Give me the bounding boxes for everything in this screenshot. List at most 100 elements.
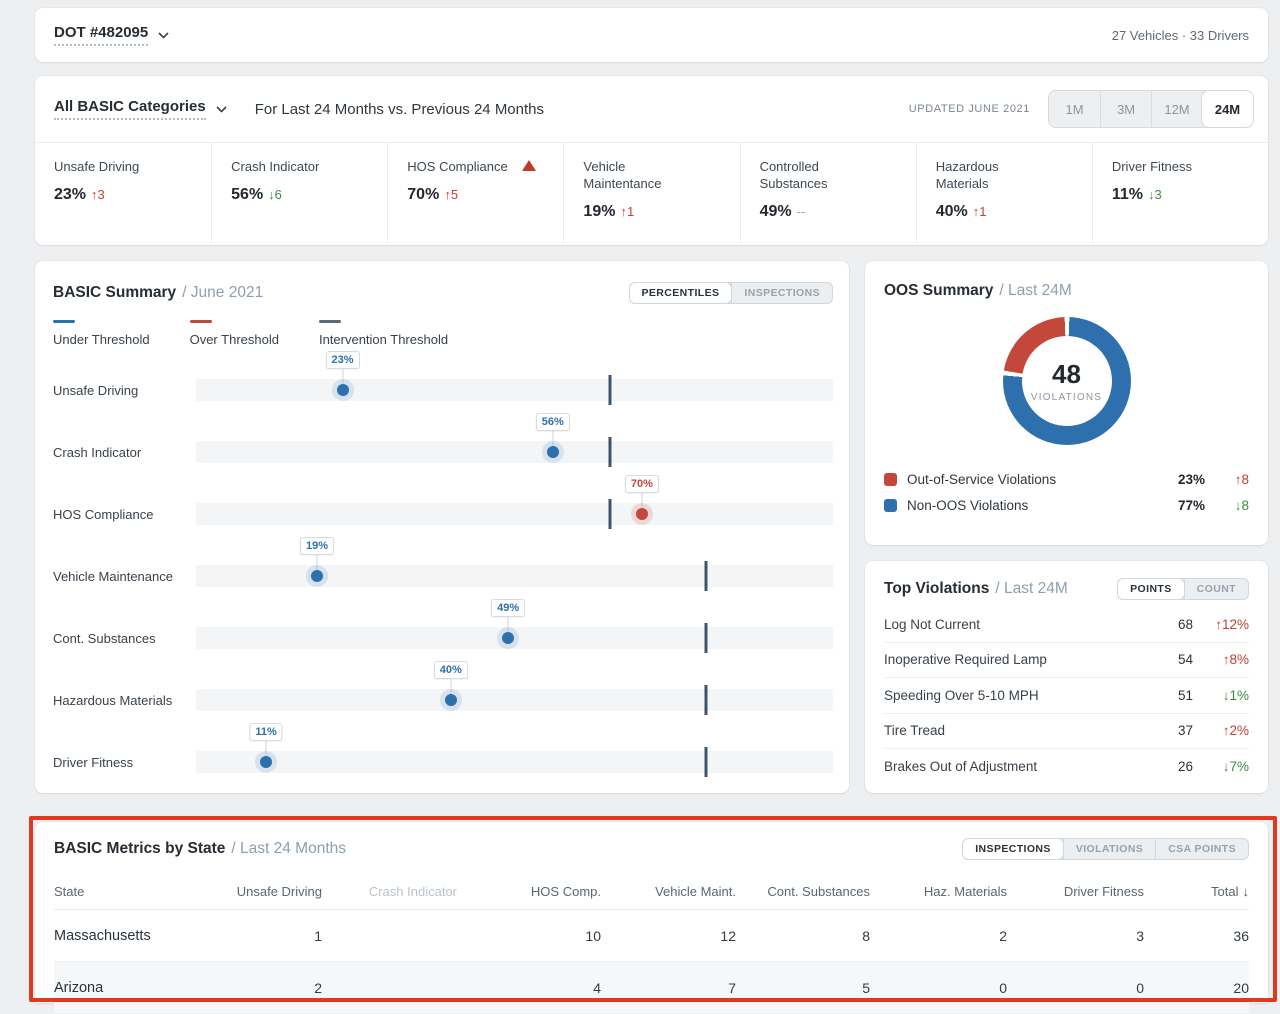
- data-point-dot[interactable]: [636, 508, 648, 520]
- chart-row-unsafe-driving: Unsafe Driving 23%: [53, 379, 833, 401]
- chart-row-cont-substances: Cont. Substances 49%: [53, 627, 833, 649]
- kpi-label: Driver Fitness: [1112, 158, 1230, 175]
- legend-swatch: [884, 473, 897, 486]
- data-point-dot[interactable]: [260, 756, 272, 768]
- legend-swatch: [190, 320, 212, 323]
- toggle-points[interactable]: POINTS: [1118, 579, 1184, 599]
- panel-subtitle: / Last 24 Months: [231, 840, 346, 858]
- chart-row-crash-indicator: Crash Indicator 56%: [53, 441, 833, 463]
- value-chip: 70%: [625, 475, 659, 493]
- col-state[interactable]: State: [54, 884, 212, 899]
- range-12m[interactable]: 12M: [1151, 91, 1202, 127]
- kpi-value: 49%: [760, 203, 792, 220]
- violation-row[interactable]: Inoperative Required Lamp 54 ↑8%: [884, 643, 1249, 679]
- kpi-label: Controlled Substances: [760, 158, 878, 192]
- oos-donut-chart[interactable]: 48 VIOLATIONS: [1003, 317, 1131, 445]
- col-vehicle-maint[interactable]: Vehicle Maint.: [601, 884, 736, 899]
- metrics-type-toggle: INSPECTIONS VIOLATIONS CSA POINTS: [962, 838, 1249, 860]
- toggle-violations[interactable]: VIOLATIONS: [1063, 839, 1155, 859]
- data-point-dot[interactable]: [337, 384, 349, 396]
- fleet-counts: 27 Vehicles · 33 Drivers: [1112, 28, 1249, 43]
- percentile-track: 49%: [196, 627, 833, 649]
- kpi-delta: ↑3: [91, 187, 105, 202]
- kpi-delta: ↑5: [444, 187, 458, 202]
- kpi-value: 19%: [583, 203, 615, 220]
- legend-swatch: [53, 320, 75, 323]
- col-hos-comp[interactable]: HOS Comp.: [457, 884, 601, 899]
- range-24m[interactable]: 24M: [1202, 91, 1253, 127]
- kpi-delta: --: [797, 204, 806, 219]
- col-unsafe-driving[interactable]: Unsafe Driving: [212, 884, 322, 899]
- kpi-value: 11%: [1112, 186, 1143, 203]
- legend-intervention-threshold: Intervention Threshold: [319, 320, 448, 347]
- kpi-delta: ↑1: [620, 204, 634, 219]
- legend-swatch: [884, 499, 897, 512]
- violation-row[interactable]: Brakes Out of Adjustment 26 ↓7%: [884, 749, 1249, 785]
- intervention-threshold-marker: [704, 623, 707, 653]
- basic-summary-card: BASIC Summary / June 2021 PERCENTILES IN…: [35, 261, 849, 793]
- chip-stem: [317, 555, 318, 570]
- kpi-label: Crash Indicator: [231, 158, 349, 175]
- panel-subtitle: / Last 24M: [995, 580, 1067, 598]
- toggle-percentiles[interactable]: PERCENTILES: [630, 283, 732, 303]
- panel-subtitle: / Last 24M: [999, 282, 1071, 300]
- intervention-threshold-marker: [704, 561, 707, 591]
- kpi-vehicle-maintenance[interactable]: Vehicle Maintentance 19%↑1: [563, 143, 739, 244]
- violations-list: Log Not Current 68 ↑12% Inoperative Requ…: [884, 607, 1249, 785]
- kpi-unsafe-driving[interactable]: Unsafe Driving 23%↑3: [35, 143, 211, 244]
- panel-title: BASIC Metrics by State: [54, 840, 225, 858]
- chart-row-vehicle-maintenance: Vehicle Maintenance 19%: [53, 565, 833, 587]
- kpi-label: Hazardous Materials: [936, 158, 1054, 192]
- chart-row-driver-fitness: Driver Fitness 11%: [53, 751, 833, 773]
- kpi-value: 70%: [407, 186, 439, 203]
- chart-row-hos-compliance: HOS Compliance 70%: [53, 503, 833, 525]
- toggle-count[interactable]: COUNT: [1184, 579, 1248, 599]
- violation-row[interactable]: Tire Tread 37 ↑2%: [884, 714, 1249, 750]
- category-selector[interactable]: All BASIC Categories: [54, 98, 206, 120]
- data-point-dot[interactable]: [445, 694, 457, 706]
- filter-header: All BASIC Categories For Last 24 Months …: [35, 76, 1268, 143]
- chip-stem: [641, 493, 642, 508]
- toggle-inspections[interactable]: INSPECTIONS: [963, 839, 1063, 859]
- range-1m[interactable]: 1M: [1049, 91, 1100, 127]
- kpi-row: Unsafe Driving 23%↑3 Crash Indicator 56%…: [35, 143, 1268, 244]
- kpi-hazardous-materials[interactable]: Hazardous Materials 40%↑1: [916, 143, 1092, 244]
- toggle-inspections[interactable]: INSPECTIONS: [731, 283, 832, 303]
- intervention-threshold-marker: [609, 437, 612, 467]
- col-haz-materials[interactable]: Haz. Materials: [870, 884, 1007, 899]
- table-row-massachusetts[interactable]: Massachusetts 1 10 12 8 2 3 36: [54, 910, 1249, 962]
- kpi-value: 40%: [936, 203, 968, 220]
- kpi-hos-compliance[interactable]: HOS Compliance 70%↑5: [387, 143, 563, 244]
- data-point-dot[interactable]: [502, 632, 514, 644]
- dot-number-selector[interactable]: DOT #482095: [54, 24, 148, 46]
- value-chip: 56%: [536, 413, 570, 431]
- value-chip: 23%: [325, 351, 359, 369]
- col-cont-substances[interactable]: Cont. Substances: [736, 884, 870, 899]
- violation-row[interactable]: Speeding Over 5-10 MPH 51 ↓1%: [884, 678, 1249, 714]
- basic-categories-card: All BASIC Categories For Last 24 Months …: [35, 76, 1268, 245]
- chevron-down-icon[interactable]: [216, 100, 227, 118]
- kpi-value: 56%: [231, 186, 263, 203]
- chart-row-hazardous-materials: Hazardous Materials 40%: [53, 689, 833, 711]
- toggle-csa-points[interactable]: CSA POINTS: [1155, 839, 1248, 859]
- intervention-threshold-marker: [609, 375, 612, 405]
- data-point-dot[interactable]: [311, 570, 323, 582]
- time-range-toggle: 1M 3M 12M 24M: [1048, 90, 1254, 128]
- sort-desc-icon: ↓: [1243, 884, 1250, 899]
- col-total-sorted[interactable]: Total↓: [1144, 884, 1249, 899]
- data-point-dot[interactable]: [547, 446, 559, 458]
- kpi-driver-fitness[interactable]: Driver Fitness 11%↓3: [1092, 143, 1268, 244]
- col-crash-indicator[interactable]: Crash Indicator: [322, 884, 457, 899]
- kpi-crash-indicator[interactable]: Crash Indicator 56%↓6: [211, 143, 387, 244]
- top-violations-card: Top Violations / Last 24M POINTS COUNT L…: [865, 561, 1268, 793]
- percentile-track: 23%: [196, 379, 833, 401]
- col-driver-fitness[interactable]: Driver Fitness: [1007, 884, 1144, 899]
- chip-stem: [342, 369, 343, 384]
- chevron-down-icon[interactable]: [158, 26, 169, 44]
- kpi-controlled-substances[interactable]: Controlled Substances 49% --: [740, 143, 916, 244]
- kpi-label: Unsafe Driving: [54, 158, 172, 175]
- table-row-arizona[interactable]: Arizona 2 4 7 5 0 0 20: [54, 962, 1249, 1014]
- value-chip: 11%: [249, 723, 282, 741]
- range-3m[interactable]: 3M: [1100, 91, 1151, 127]
- violation-row[interactable]: Log Not Current 68 ↑12%: [884, 607, 1249, 643]
